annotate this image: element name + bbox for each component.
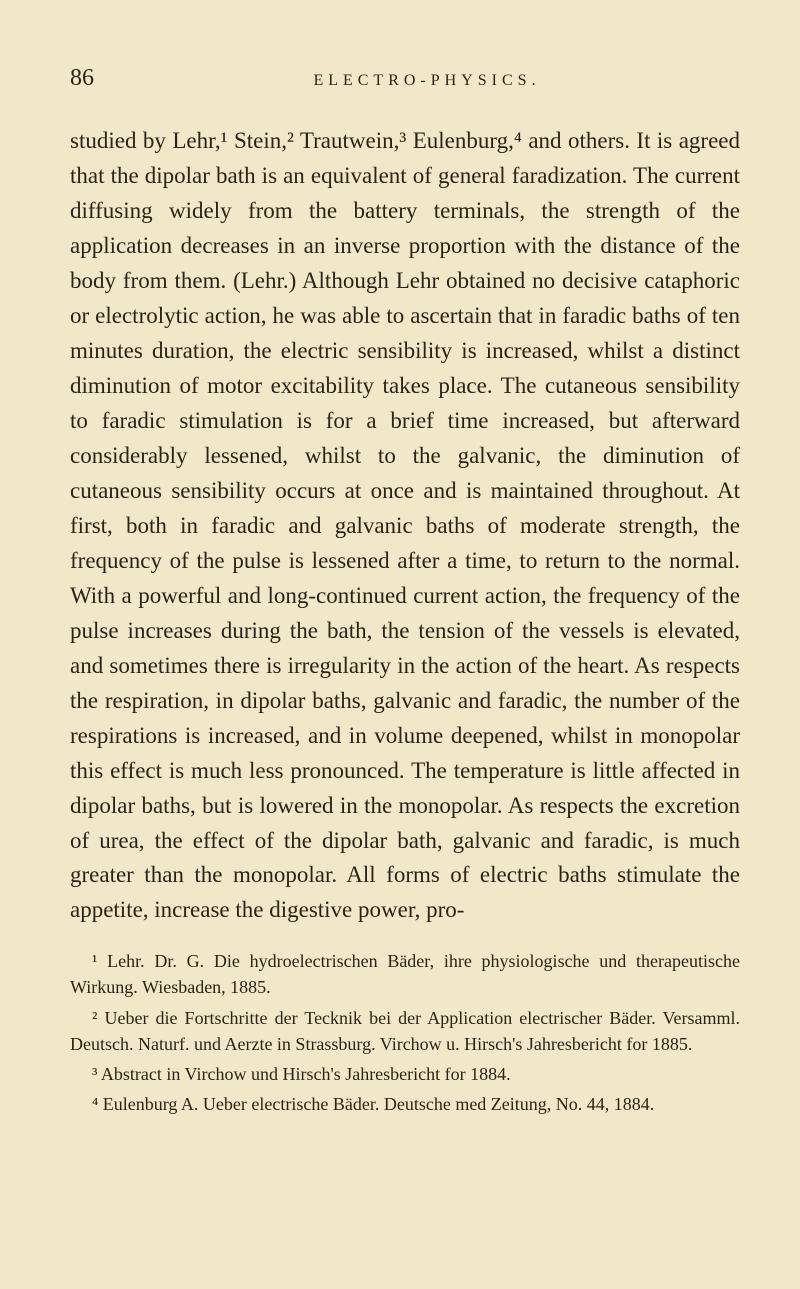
footnote-1: ¹ Lehr. Dr. G. Die hydroelectrischen Bäd… bbox=[70, 948, 740, 1000]
footnotes-block: ¹ Lehr. Dr. G. Die hydroelectrischen Bäd… bbox=[70, 948, 740, 1117]
footnote-2: ² Ueber die Fortschritte der Tecknik bei… bbox=[70, 1005, 740, 1057]
footnote-4: ⁴ Eulenburg A. Ueber electrische Bäder. … bbox=[70, 1091, 740, 1117]
running-head: ELECTRO-PHYSICS. bbox=[114, 69, 740, 93]
body-paragraph: studied by Lehr,¹ Stein,² Trautwein,³ Eu… bbox=[70, 124, 740, 928]
footnote-3: ³ Abstract in Virchow und Hirsch's Jahre… bbox=[70, 1061, 740, 1087]
page-header: 86 ELECTRO-PHYSICS. bbox=[70, 60, 740, 96]
page-number: 86 bbox=[70, 60, 94, 96]
